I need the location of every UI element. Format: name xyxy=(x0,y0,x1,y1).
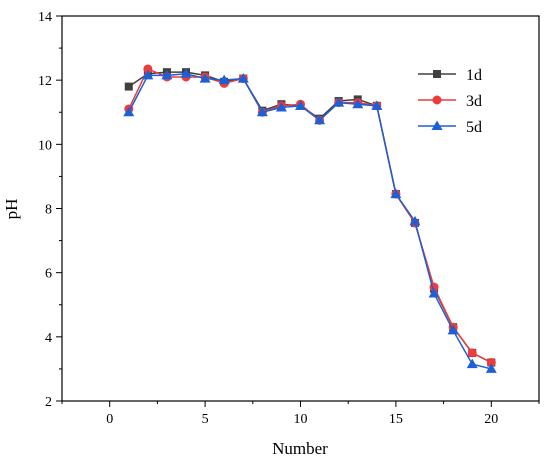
series-line-5d xyxy=(128,72,492,370)
data-point-5d xyxy=(142,69,154,80)
legend-marker-1d xyxy=(433,70,441,78)
x-tick-label: 5 xyxy=(202,412,209,427)
y-tick-label: 12 xyxy=(38,74,52,89)
data-point-5d xyxy=(333,97,345,107)
x-tick-label: 0 xyxy=(106,412,113,427)
data-point-5d xyxy=(218,74,230,85)
y-tick-label: 4 xyxy=(45,331,52,346)
x-axis-ticks: 0 5 10 15 20 xyxy=(61,401,540,427)
data-point-5d xyxy=(180,68,192,78)
data-point-3d xyxy=(143,64,153,74)
data-point-3d xyxy=(467,348,477,358)
legend-marker-5d xyxy=(431,120,443,130)
y-axis-label: pH xyxy=(2,199,21,220)
series-layer xyxy=(123,64,497,373)
data-point-5d xyxy=(275,101,287,112)
data-point-5d xyxy=(237,73,249,83)
data-point-5d xyxy=(485,363,497,373)
y-tick-label: 10 xyxy=(38,138,52,153)
data-point-5d xyxy=(199,73,211,83)
y-axis-ticks: 2 4 6 8 10 12 14 xyxy=(38,10,62,410)
x-tick-label: 20 xyxy=(484,412,498,427)
y-tick-label: 2 xyxy=(45,395,52,410)
x-tick-label: 10 xyxy=(294,412,308,427)
data-point-5d xyxy=(466,358,478,369)
series-line-1d xyxy=(128,71,492,364)
y-tick-label: 8 xyxy=(45,203,52,218)
data-point-3d xyxy=(486,358,496,367)
y-tick-label: 6 xyxy=(45,267,52,282)
series-3d xyxy=(124,64,496,367)
data-point-5d xyxy=(447,324,459,335)
legend-marker-3d xyxy=(432,95,442,105)
data-point-5d xyxy=(314,114,326,125)
legend-label-3d: 3d xyxy=(466,93,482,110)
x-axis-label: Number xyxy=(272,439,328,458)
data-point-5d xyxy=(352,98,364,109)
x-tick-label: 15 xyxy=(389,412,403,427)
data-point-5d xyxy=(390,188,402,199)
data-point-5d xyxy=(123,106,135,117)
data-point-5d xyxy=(161,69,173,80)
series-5d xyxy=(123,68,497,373)
data-point-1d xyxy=(124,82,133,91)
data-point-5d xyxy=(428,288,440,298)
data-point-5d xyxy=(256,106,268,117)
data-point-5d xyxy=(371,100,383,110)
y-tick-label: 14 xyxy=(38,10,52,25)
data-point-5d xyxy=(295,100,306,110)
legend: 1d 3d 5d xyxy=(418,67,482,136)
legend-label-1d: 1d xyxy=(466,67,482,84)
legend-label-5d: 5d xyxy=(466,119,482,136)
data-point-5d xyxy=(409,215,421,226)
